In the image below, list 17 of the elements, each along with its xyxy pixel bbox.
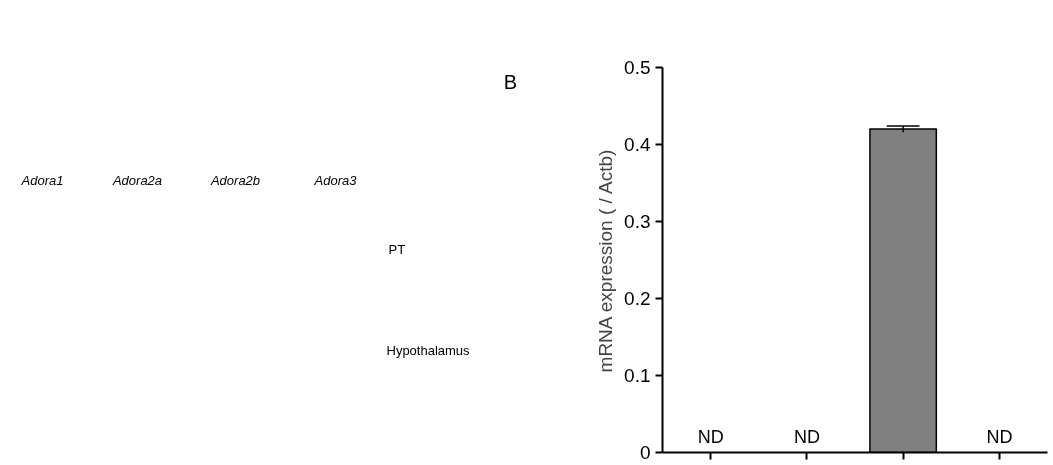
text: PT bbox=[388, 242, 406, 258]
text: ND bbox=[986, 427, 1013, 448]
y-tick-label: 0.2 bbox=[624, 288, 651, 309]
y-tick-label: 0.3 bbox=[624, 211, 651, 232]
text: Adora2b bbox=[209, 173, 261, 189]
y-axis-title: mRNA expression ( / Actb) bbox=[595, 149, 617, 373]
text: Hypothalamus bbox=[386, 343, 471, 359]
text: B bbox=[503, 71, 518, 94]
text: ND bbox=[793, 427, 820, 448]
y-tick-label: 0.5 bbox=[624, 57, 651, 78]
text: Adora2a bbox=[111, 173, 163, 189]
y-tick-label: 0.4 bbox=[624, 134, 651, 155]
text: Adora3 bbox=[313, 173, 358, 189]
text: Adora1 bbox=[20, 173, 64, 189]
y-tick-label: 0 bbox=[639, 442, 651, 463]
text: ND bbox=[697, 427, 724, 448]
y-tick-label: 0.1 bbox=[624, 365, 651, 386]
